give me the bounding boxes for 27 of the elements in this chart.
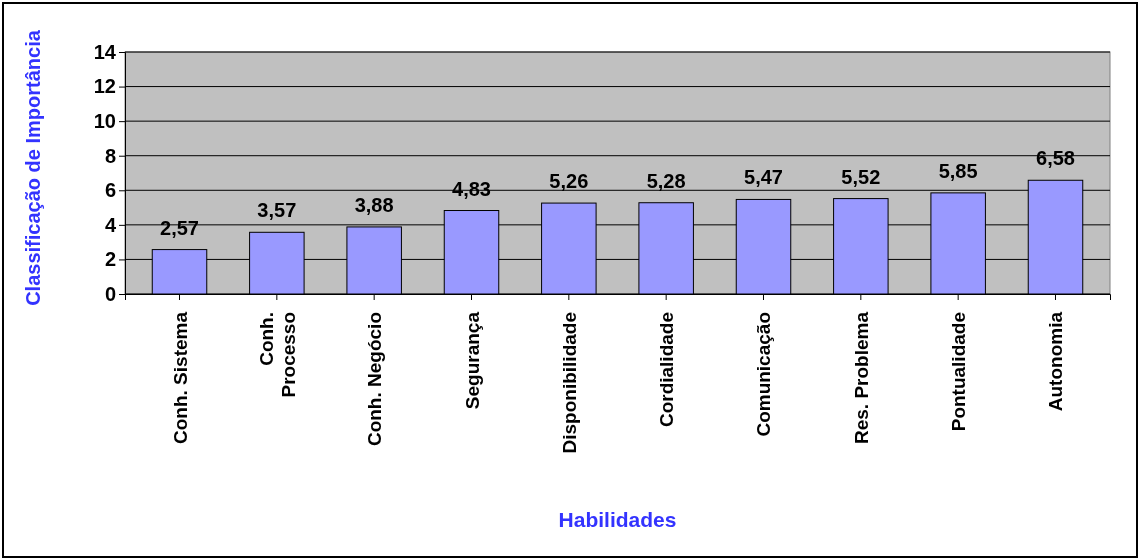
y-tick-label: 4 xyxy=(104,213,117,236)
x-tick-label: Segurança xyxy=(461,311,483,410)
y-tick-label: 2 xyxy=(104,248,116,271)
x-tick-label: Conh. Negócio xyxy=(364,312,386,447)
data-label: 3,57 xyxy=(257,199,297,222)
y-tick-label: 0 xyxy=(104,282,116,305)
x-tick-label: Comunicação xyxy=(753,312,775,437)
data-label: 5,85 xyxy=(938,159,978,182)
x-tick-label: Cordialidade xyxy=(656,312,678,428)
data-label: 5,26 xyxy=(549,170,589,193)
x-tick-label: Conh. Sistema xyxy=(169,311,191,444)
data-label: 5,52 xyxy=(841,165,881,188)
x-tick-label: Autonomia xyxy=(1045,311,1067,412)
y-tick-label: 14 xyxy=(93,40,117,63)
y-axis-title: Classificação de Importância xyxy=(22,29,44,306)
data-label: 3,88 xyxy=(354,193,394,216)
x-axis-title: Habilidades xyxy=(558,508,677,531)
y-tick-label: 12 xyxy=(93,75,116,98)
y-tick-label: 6 xyxy=(104,179,116,202)
y-tick-label: 8 xyxy=(104,144,116,167)
x-tick-label: Pontualidade xyxy=(948,312,970,432)
x-tick-label: Res. Problema xyxy=(850,311,872,444)
data-label: 5,47 xyxy=(744,166,783,189)
y-tick-label: 10 xyxy=(93,110,116,133)
data-label: 5,28 xyxy=(646,169,686,192)
x-tick-label: Conh. Processo xyxy=(255,312,299,398)
x-tick-label: Disponibilidade xyxy=(558,312,580,454)
